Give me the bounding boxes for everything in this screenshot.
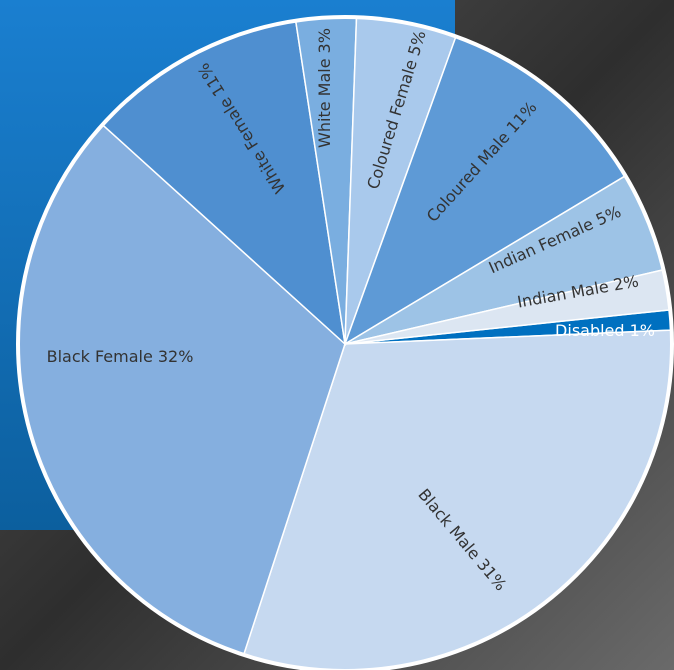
category-label: Disabled	[555, 321, 625, 340]
pie: Disabled 1%Black Male31%Black Female 32%Wh…	[16, 15, 674, 670]
slice-label: Disabled 1%	[555, 321, 655, 340]
value-label: 1%	[630, 321, 655, 340]
value-label: 2%	[612, 271, 640, 294]
category-label: Black Female	[47, 347, 153, 366]
slice-label: White Male 3%	[315, 28, 334, 148]
slice-label: Black Female 32%	[47, 347, 194, 366]
value-label: 3%	[315, 28, 334, 53]
pie-border	[16, 15, 674, 670]
category-label: White Male	[315, 58, 334, 148]
value-label: 32%	[158, 347, 194, 366]
